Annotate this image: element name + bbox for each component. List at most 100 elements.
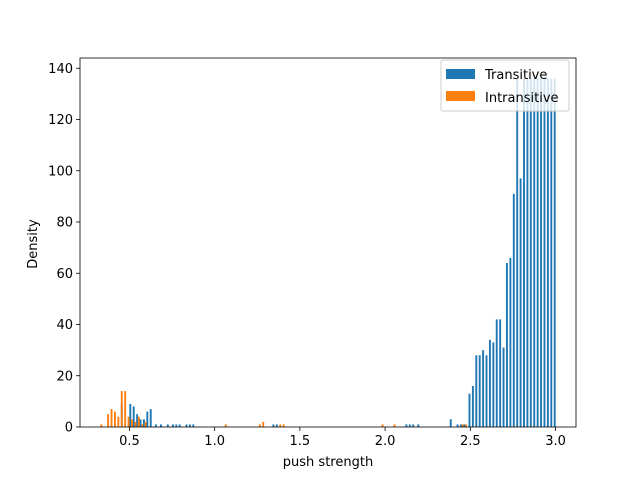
bar-intransitive-8 <box>131 419 133 427</box>
bar-transitive-14 <box>185 424 188 427</box>
bar-intransitive-20 <box>461 424 464 427</box>
bar-transitive-3 <box>136 414 139 427</box>
bar-transitive-51 <box>550 78 553 427</box>
bar-transitive-2 <box>132 406 135 427</box>
bar-intransitive-13 <box>224 424 227 427</box>
bar-transitive-52 <box>553 78 556 427</box>
bar-intransitive-14 <box>258 424 261 427</box>
y-tick-label: 60 <box>56 267 73 282</box>
x-axis-label: push strength <box>283 455 373 470</box>
bar-transitive-25 <box>460 424 462 427</box>
bar-transitive-18 <box>275 424 278 427</box>
y-axis-label: Density <box>26 219 41 269</box>
bar-transitive-28 <box>471 386 474 427</box>
bar-intransitive-0 <box>100 424 103 427</box>
legend-label-transitive: Transitive <box>484 68 547 83</box>
bar-transitive-35 <box>495 319 498 428</box>
x-tick-label: 0.5 <box>119 434 140 449</box>
bar-transitive-22 <box>417 424 420 427</box>
bar-intransitive-15 <box>262 421 265 428</box>
bar-intransitive-3 <box>113 411 116 428</box>
bar-transitive-42 <box>519 178 522 427</box>
bar-intransitive-16 <box>279 424 282 427</box>
bar-transitive-17 <box>272 424 275 427</box>
bar-intransitive-19 <box>393 424 396 427</box>
x-axis-ticks: 0.5 1.0 1.5 2.0 2.5 3.0 <box>119 427 566 449</box>
bar-intransitive-7 <box>127 416 130 427</box>
x-tick-label: 1.0 <box>204 434 225 449</box>
bar-transitive-4 <box>139 419 142 427</box>
bar-transitive-39 <box>509 257 512 428</box>
bar-transitive-49 <box>543 78 546 427</box>
bars-layer <box>100 78 556 428</box>
bar-transitive-19 <box>405 424 408 427</box>
bar-transitive-11 <box>171 424 174 427</box>
bar-transitive-40 <box>512 193 515 427</box>
bar-transitive-46 <box>533 78 536 427</box>
legend-label-intransitive: Intransitive <box>485 91 559 106</box>
bar-intransitive-1 <box>107 414 110 427</box>
bar-transitive-50 <box>546 78 549 427</box>
bar-transitive-41 <box>516 78 519 427</box>
x-tick-label: 2.0 <box>375 434 396 449</box>
bar-transitive-5 <box>142 419 145 427</box>
x-tick-label: 3.0 <box>545 434 566 449</box>
y-tick-label: 140 <box>48 62 73 77</box>
bar-transitive-44 <box>526 78 529 427</box>
bar-transitive-29 <box>475 355 478 427</box>
bar-transitive-26 <box>463 424 466 427</box>
bar-transitive-13 <box>178 424 181 427</box>
legend-swatch-intransitive <box>446 91 475 101</box>
bar-transitive-16 <box>192 424 195 427</box>
bar-transitive-21 <box>412 424 415 427</box>
bar-transitive-45 <box>529 78 532 427</box>
bar-transitive-1 <box>129 403 132 427</box>
x-tick-label: 1.5 <box>290 434 311 449</box>
bar-transitive-33 <box>488 339 491 428</box>
bar-transitive-12 <box>175 424 178 427</box>
bar-intransitive-6 <box>124 391 127 428</box>
bar-intransitive-18 <box>381 424 384 427</box>
bar-transitive-32 <box>485 355 488 427</box>
bar-intransitive-2 <box>110 409 113 427</box>
bar-transitive-43 <box>523 78 525 427</box>
bar-transitive-10 <box>166 424 169 427</box>
bar-intransitive-17 <box>282 424 285 427</box>
y-axis-ticks: 0 20 40 60 80 100 120 140 <box>48 62 80 436</box>
legend: Transitive Intransitive <box>440 59 570 112</box>
bar-intransitive-9 <box>134 421 137 428</box>
bar-transitive-7 <box>149 409 152 427</box>
plot-frame <box>79 57 577 428</box>
bar-transitive-30 <box>478 355 481 427</box>
bar-transitive-6 <box>146 411 149 428</box>
y-tick-label: 40 <box>56 318 73 333</box>
bar-intransitive-10 <box>137 416 140 427</box>
y-tick-label: 80 <box>56 216 73 231</box>
y-tick-label: 20 <box>56 369 73 384</box>
bar-transitive-27 <box>468 393 471 427</box>
bar-transitive-38 <box>506 263 508 427</box>
bar-transitive-8 <box>154 424 157 427</box>
bar-intransitive-4 <box>117 416 120 427</box>
bar-intransitive-5 <box>120 391 123 428</box>
bar-transitive-24 <box>456 424 459 427</box>
bar-transitive-36 <box>499 319 502 428</box>
bar-transitive-48 <box>540 78 543 427</box>
legend-swatch-transitive <box>446 69 475 79</box>
bar-transitive-15 <box>188 424 191 427</box>
bar-transitive-47 <box>536 78 539 427</box>
bar-intransitive-12 <box>144 421 147 428</box>
bar-transitive-37 <box>502 347 505 427</box>
bar-intransitive-21 <box>465 424 468 427</box>
x-tick-label: 2.5 <box>460 434 481 449</box>
bar-transitive-20 <box>408 424 411 427</box>
bar-transitive-23 <box>449 419 452 427</box>
y-tick-label: 0 <box>65 421 73 436</box>
bar-transitive-31 <box>482 350 485 428</box>
y-tick-label: 100 <box>48 164 73 179</box>
bar-transitive-34 <box>492 342 495 427</box>
bar-transitive-9 <box>160 424 162 427</box>
bar-intransitive-11 <box>141 424 144 427</box>
